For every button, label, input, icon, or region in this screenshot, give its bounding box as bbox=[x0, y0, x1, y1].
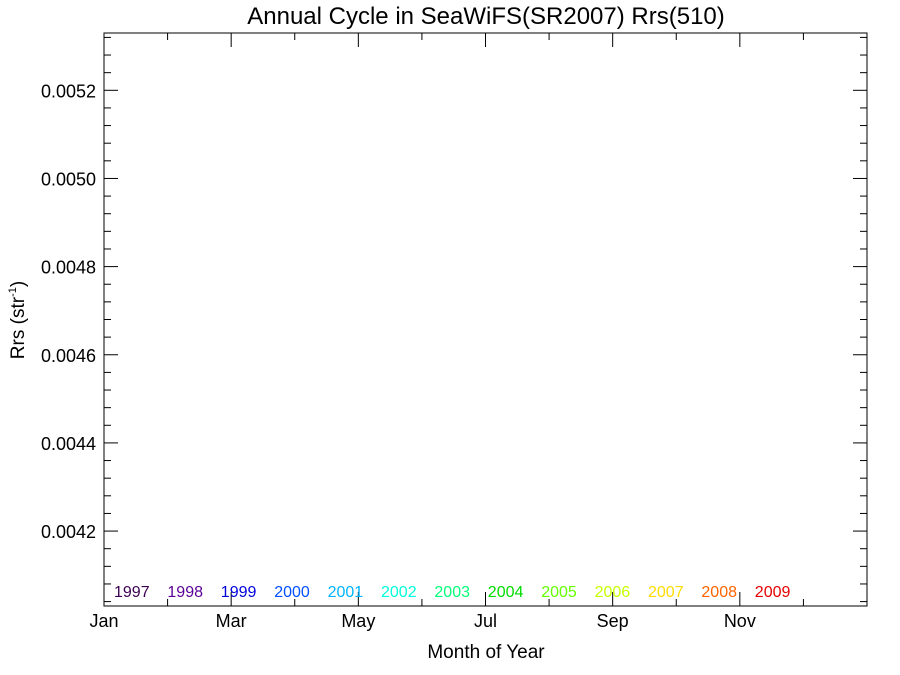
y-tick-label: 0.0044 bbox=[41, 434, 96, 454]
x-tick-label: Jul bbox=[474, 611, 497, 631]
x-tick-label: May bbox=[341, 611, 375, 631]
y-axis-label-superscript: -1 bbox=[7, 287, 19, 297]
legend-entry: 2009 bbox=[755, 584, 791, 601]
plot-frame bbox=[103, 32, 868, 607]
legend-entry: 2007 bbox=[648, 584, 684, 601]
legend-entry: 2002 bbox=[381, 584, 417, 601]
y-axis-label-main: Rrs (str bbox=[8, 296, 29, 359]
legend-entry: 1999 bbox=[221, 584, 257, 601]
x-tick-label: Mar bbox=[216, 611, 247, 631]
y-tick-label: 0.0052 bbox=[41, 81, 96, 101]
axis-ticks bbox=[103, 33, 867, 606]
legend-entry: 2004 bbox=[488, 584, 524, 601]
legend-entry: 1997 bbox=[114, 584, 150, 601]
legend-entry: 2006 bbox=[595, 584, 631, 601]
y-tick-label: 0.0042 bbox=[41, 522, 96, 542]
y-axis-label: Rrs (str-1) bbox=[7, 281, 29, 359]
y-tick-label: 0.0050 bbox=[41, 169, 96, 189]
legend-entry: 2000 bbox=[274, 584, 310, 601]
y-axis-label-close: ) bbox=[8, 281, 29, 287]
x-tick-label: Nov bbox=[724, 611, 756, 631]
x-tick-labels: Jan Mar May Jul Sep Nov bbox=[89, 611, 755, 631]
legend-entry: 1998 bbox=[167, 584, 203, 601]
y-tick-labels: 0.0042 0.0044 0.0046 0.0048 0.0050 0.0052 bbox=[41, 81, 96, 542]
legend-entry: 2001 bbox=[328, 584, 364, 601]
legend-entry: 2008 bbox=[701, 584, 737, 601]
x-axis-label: Month of Year bbox=[427, 642, 545, 663]
legend: 1997 1998 1999 2000 2001 2002 2003 2004 2005 2006… bbox=[114, 584, 790, 601]
y-tick-label: 0.0046 bbox=[41, 346, 96, 366]
legend-entry: 2005 bbox=[541, 584, 577, 601]
x-tick-label: Sep bbox=[597, 611, 629, 631]
chart-title: Annual Cycle in SeaWiFS(SR2007) Rrs(510) bbox=[247, 3, 725, 30]
y-tick-label: 0.0048 bbox=[41, 258, 96, 278]
legend-entry: 2003 bbox=[434, 584, 470, 601]
x-tick-label: Jan bbox=[89, 611, 118, 631]
